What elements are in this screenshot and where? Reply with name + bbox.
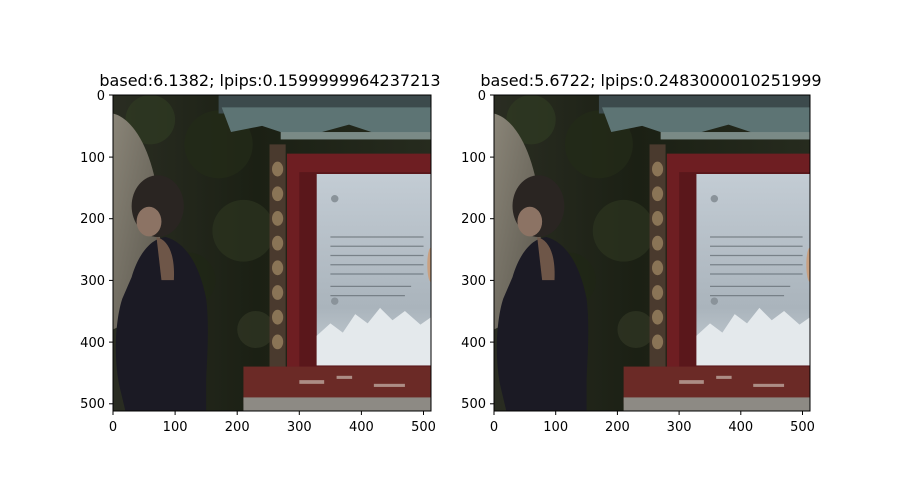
x-tick-label: 300 [667, 420, 692, 435]
y-tick-label: 300 [80, 274, 105, 289]
y-tick-label: 200 [80, 212, 105, 227]
y-tick-label: 100 [461, 151, 486, 166]
image-panel [113, 95, 431, 411]
y-tick-label: 500 [461, 397, 486, 412]
x-tick-label: 200 [605, 420, 630, 435]
subplot-title: based:5.6722; lpips:0.2483000010251999 [480, 71, 821, 90]
y-tick-label: 300 [461, 274, 486, 289]
x-axis: 0 100 200 300 400 500 [109, 411, 436, 435]
x-tick-label: 300 [287, 420, 312, 435]
x-tick-label: 200 [225, 420, 250, 435]
y-tick-label: 400 [461, 336, 486, 351]
y-axis: 0 100 200 300 400 500 [80, 89, 113, 412]
subplot-title: based:6.1382; lpips:0.1599999964237213 [99, 71, 440, 90]
x-tick-label: 100 [163, 420, 188, 435]
x-tick-label: 400 [349, 420, 374, 435]
x-tick-label: 500 [790, 420, 815, 435]
x-tick-label: 400 [728, 420, 753, 435]
y-tick-label: 100 [80, 151, 105, 166]
y-tick-label: 0 [478, 89, 486, 104]
y-tick-label: 400 [80, 336, 105, 351]
x-tick-label: 0 [490, 420, 498, 435]
y-tick-label: 0 [97, 89, 105, 104]
axes-frame [493, 94, 811, 412]
y-tick-label: 500 [80, 397, 105, 412]
x-tick-label: 0 [109, 420, 117, 435]
x-tick-label: 100 [543, 420, 568, 435]
x-axis: 0 100 200 300 400 500 [490, 411, 815, 435]
subplot-1: based:6.1382; lpips:0.1599999964237213 0… [80, 71, 440, 435]
y-axis: 0 100 200 300 400 500 [461, 89, 494, 412]
image-panel [494, 95, 810, 411]
x-tick-label: 500 [411, 420, 436, 435]
subplot-2: based:5.6722; lpips:0.2483000010251999 0… [461, 71, 821, 435]
y-tick-label: 200 [461, 212, 486, 227]
axes-frame [112, 94, 432, 412]
